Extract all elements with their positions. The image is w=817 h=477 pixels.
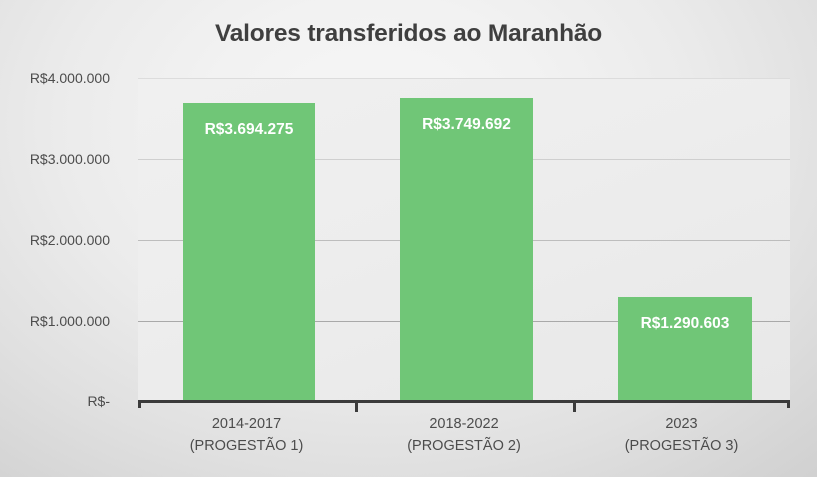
plot-area: R$3.694.275 R$3.749.692 R$1.290.603 bbox=[138, 78, 790, 402]
bar-value-label-progestao-2: R$3.749.692 bbox=[422, 116, 511, 133]
category-label-line2: (PROGESTÃO 1) bbox=[189, 438, 304, 454]
category-label-line1: 2023 bbox=[665, 416, 698, 432]
x-axis-tick-1 bbox=[355, 403, 358, 412]
category-label-line1: 2018-2022 bbox=[429, 416, 499, 432]
y-axis-tick-label-2000000: R$2.000.000 bbox=[29, 232, 110, 248]
y-axis-tick-label-zero: R$- bbox=[87, 393, 110, 409]
bar-value-label-progestao-1: R$3.694.275 bbox=[204, 121, 294, 138]
x-axis-category-label-progestao-2: 2018-2022 (PROGESTÃO 2) bbox=[355, 413, 573, 457]
bar-progestao-2[interactable]: R$3.749.692 bbox=[400, 98, 533, 402]
category-label-line2: (PROGESTÃO 2) bbox=[407, 438, 521, 454]
x-axis-right-cap bbox=[787, 400, 790, 408]
y-axis-tick-label-3000000: R$3.000.000 bbox=[29, 151, 110, 167]
y-axis-tick-label-4000000: R$4.000.000 bbox=[29, 70, 110, 86]
x-axis-left-cap bbox=[138, 400, 141, 408]
chart-title: Valores transferidos ao Maranhão bbox=[214, 20, 603, 47]
x-axis-tick-2 bbox=[573, 403, 576, 412]
category-label-line2: (PROGESTÃO 3) bbox=[624, 438, 739, 454]
bar-progestao-1[interactable]: R$3.694.275 bbox=[183, 103, 315, 402]
gridline-4000000 bbox=[138, 78, 790, 79]
category-label-line1: 2014-2017 bbox=[211, 416, 282, 432]
y-axis-tick-label-1000000: R$1.000.000 bbox=[29, 313, 110, 329]
x-axis-category-label-progestao-3: 2023 (PROGESTÃO 3) bbox=[573, 413, 790, 457]
x-axis-line bbox=[138, 400, 790, 403]
x-axis-category-label-progestao-1: 2014-2017 (PROGESTÃO 1) bbox=[138, 413, 355, 457]
bar-value-label-progestao-3: R$1.290.603 bbox=[640, 315, 730, 332]
bar-progestao-3[interactable]: R$1.290.603 bbox=[618, 297, 752, 402]
